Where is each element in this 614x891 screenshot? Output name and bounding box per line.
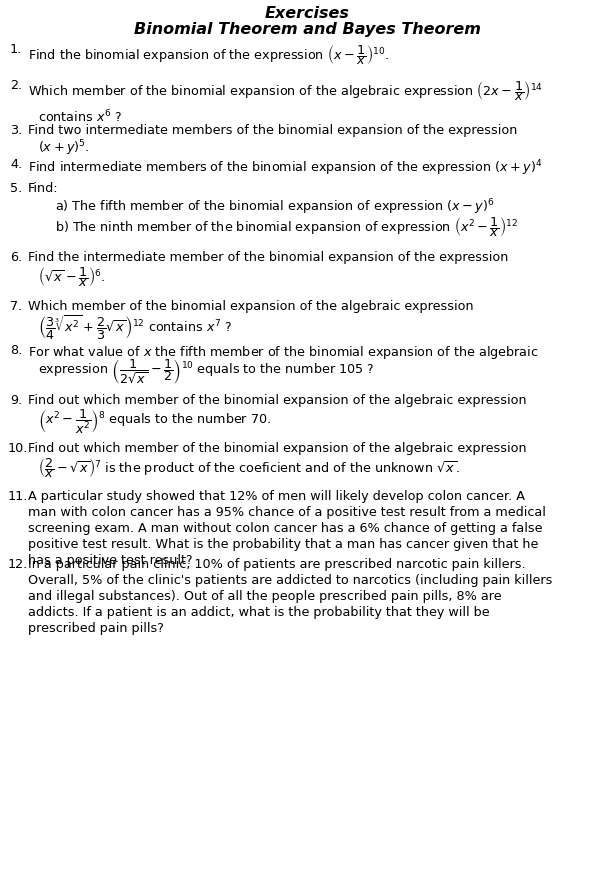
Text: Find out which member of the binomial expansion of the algebraic expression: Find out which member of the binomial ex…: [28, 394, 527, 407]
Text: Find intermediate members of the binomial expansion of the expression $(x+y)^4$: Find intermediate members of the binomia…: [28, 158, 542, 177]
Text: $(x+y)^5$.: $(x+y)^5$.: [38, 138, 90, 158]
Text: Find:: Find:: [28, 182, 58, 195]
Text: Exercises: Exercises: [265, 6, 349, 21]
Text: Binomial Theorem and Bayes Theorem: Binomial Theorem and Bayes Theorem: [134, 22, 480, 37]
Text: 3.: 3.: [10, 124, 22, 137]
Text: 8.: 8.: [10, 344, 22, 357]
Text: 1.: 1.: [10, 43, 22, 56]
Text: a) The fifth member of the binomial expansion of expression $(x-y)^6$: a) The fifth member of the binomial expa…: [55, 197, 494, 217]
Text: $\left(\dfrac{2}{x}-\sqrt{x}\right)^7$ is the product of the coeficient and of t: $\left(\dfrac{2}{x}-\sqrt{x}\right)^7$ i…: [38, 456, 460, 480]
Text: 12.: 12.: [8, 558, 28, 571]
Text: A particular study showed that 12% of men will likely develop colon cancer. A
ma: A particular study showed that 12% of me…: [28, 490, 546, 567]
Text: 2.: 2.: [10, 79, 22, 92]
Text: Which member of the binomial expansion of the algebraic expression $\left(2x-\df: Which member of the binomial expansion o…: [28, 79, 543, 103]
Text: Find the intermediate member of the binomial expansion of the expression: Find the intermediate member of the bino…: [28, 251, 508, 264]
Text: 6.: 6.: [10, 251, 22, 264]
Text: contains $x^6$ ?: contains $x^6$ ?: [38, 109, 122, 126]
Text: $\left(\sqrt{x}-\dfrac{1}{x}\right)^6$.: $\left(\sqrt{x}-\dfrac{1}{x}\right)^6$.: [38, 265, 106, 289]
Text: $\left(x^2-\dfrac{1}{x^2}\right)^8$ equals to the number 70.: $\left(x^2-\dfrac{1}{x^2}\right)^8$ equa…: [38, 408, 271, 437]
Text: 11.: 11.: [8, 490, 28, 503]
Text: Find the binomial expansion of the expression $\left(x-\dfrac{1}{x}\right)^{10}$: Find the binomial expansion of the expre…: [28, 43, 389, 67]
Text: In a particular pain clinic, 10% of patients are prescribed narcotic pain killer: In a particular pain clinic, 10% of pati…: [28, 558, 553, 635]
Text: b) The ninth member of the binomial expansion of expression $\left(x^2-\dfrac{1}: b) The ninth member of the binomial expa…: [55, 215, 518, 239]
Text: 9.: 9.: [10, 394, 22, 407]
Text: 4.: 4.: [10, 158, 22, 171]
Text: $\left(\dfrac{3}{4}\sqrt[3]{x^2}+\dfrac{2}{3}\sqrt{x}\right)^{12}$ contains $x^7: $\left(\dfrac{3}{4}\sqrt[3]{x^2}+\dfrac{…: [38, 314, 232, 342]
Text: For what value of $x$ the fifth member of the binomial expansion of the algebrai: For what value of $x$ the fifth member o…: [28, 344, 538, 361]
Text: Find two intermediate members of the binomial expansion of the expression: Find two intermediate members of the bin…: [28, 124, 518, 137]
Text: .: .: [28, 176, 32, 189]
Text: Which member of the binomial expansion of the algebraic expression: Which member of the binomial expansion o…: [28, 300, 473, 313]
Text: 10.: 10.: [8, 442, 28, 455]
Text: Find out which member of the binomial expansion of the algebraic expression: Find out which member of the binomial ex…: [28, 442, 527, 455]
Text: 7.: 7.: [10, 300, 22, 313]
Text: 5.: 5.: [10, 182, 22, 195]
Text: expression $\left(\dfrac{1}{2\sqrt{x}}-\dfrac{1}{2}\right)^{10}$ equals to the n: expression $\left(\dfrac{1}{2\sqrt{x}}-\…: [38, 358, 375, 387]
